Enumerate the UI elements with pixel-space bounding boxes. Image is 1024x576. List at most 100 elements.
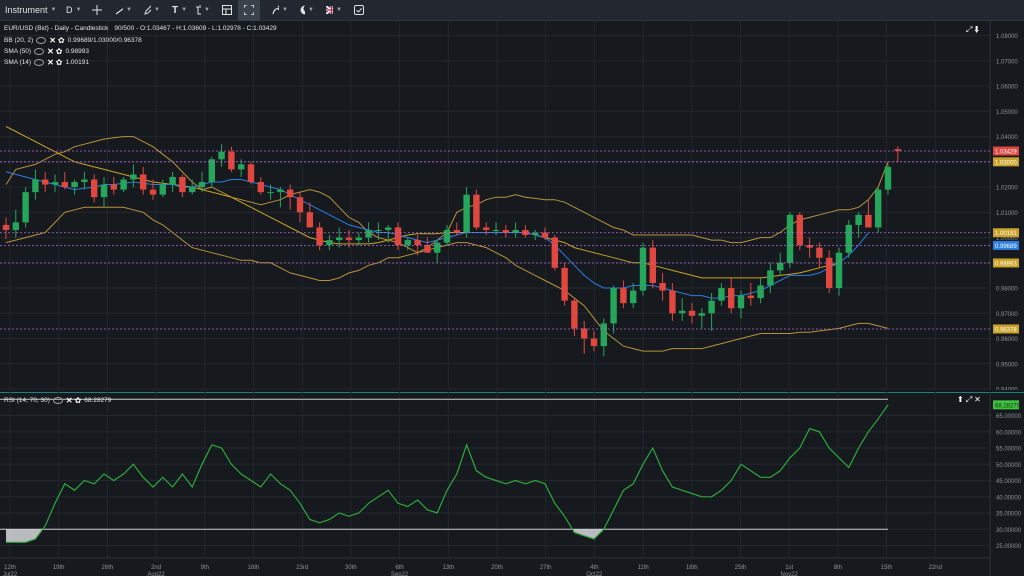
candle-body — [718, 288, 725, 301]
close-icon[interactable]: ✕ — [65, 396, 73, 405]
date-tick-label: 2nd — [151, 565, 161, 571]
instrument-label: Instrument — [5, 5, 48, 15]
date-tick-label: 15th — [881, 565, 893, 571]
language-menu[interactable]: ▼ — [320, 0, 348, 21]
candle-body — [669, 290, 676, 314]
candle-body — [541, 232, 549, 238]
candle-body — [2, 224, 10, 230]
date-tick-label: 16th — [248, 565, 260, 571]
main-pane-controls: ⤢⬇ — [966, 25, 981, 35]
candle-body — [835, 252, 843, 289]
maximize-pane-icon[interactable]: ⤢ — [965, 395, 975, 404]
price-label-text: 1.03429 — [995, 149, 1017, 155]
pencil-menu[interactable]: ▼ — [138, 0, 166, 21]
legend-bb-label: BB (20, 2) — [4, 37, 34, 44]
crosshair-icon — [92, 5, 102, 15]
date-tick-label: 22nd — [929, 565, 942, 571]
rsi-chart[interactable]: 65.00000 60.00000 55.00000 50.00000 45.00000… — [0, 392, 1024, 576]
price-chart[interactable]: 1.08000 1.07000 1.06000 1.05000 1.04000 1.030… — [0, 21, 1024, 390]
gear-icon[interactable]: ✿ — [55, 58, 63, 67]
instrument-menu[interactable]: Instrument ▼ — [0, 0, 60, 21]
eye-icon[interactable] — [34, 59, 45, 66]
price-label-badge — [993, 157, 1019, 167]
text-tool-menu[interactable]: T ▼ — [166, 0, 190, 21]
move-down-icon[interactable]: ⬇ — [974, 25, 982, 34]
candle-body — [71, 182, 78, 188]
month-tick-label: Jul22 — [3, 572, 18, 576]
candle-body — [81, 179, 88, 183]
timeframe-menu[interactable]: D ▼ — [60, 0, 86, 21]
price-label-text: 0.99689 — [995, 244, 1017, 250]
candle-body — [336, 237, 343, 241]
rsi-tick-label: 40.00000 — [996, 495, 1022, 501]
close-pane-icon[interactable]: ✕ — [974, 395, 983, 404]
candles — [2, 144, 901, 357]
candle-body — [110, 184, 117, 190]
date-tick-label: 23rd — [296, 565, 308, 571]
price-tick-label: 1.07000 — [996, 59, 1018, 65]
candle-body — [473, 194, 480, 228]
month-tick-label: Sep22 — [391, 572, 409, 576]
rsi-tick-label: 45.00000 — [996, 479, 1022, 485]
close-icon[interactable]: ✕ — [49, 36, 56, 45]
candle-body — [394, 227, 402, 246]
settings-button[interactable] — [348, 0, 370, 21]
legend-sma14-value: 1.00191 — [65, 59, 90, 66]
candle-body — [375, 229, 382, 231]
candle-body — [120, 179, 127, 190]
gear-icon[interactable]: ✿ — [55, 47, 63, 56]
candle-body — [659, 282, 666, 291]
candle-body — [639, 247, 647, 291]
move-up-icon[interactable]: ⬆ — [957, 395, 966, 404]
rsi-tick-label: 55.00000 — [996, 447, 1022, 453]
eye-icon[interactable] — [52, 397, 63, 404]
eye-icon[interactable] — [36, 37, 47, 44]
month-tick-label: Nov22 — [781, 572, 799, 576]
share-menu[interactable]: ▼ — [266, 0, 294, 21]
date-tick-label: 27th — [540, 565, 552, 571]
candle-body — [463, 194, 470, 233]
price-label-text: 0.98993 — [995, 261, 1017, 267]
candle-body — [698, 313, 705, 316]
price-label-text: 0.96378 — [995, 327, 1017, 333]
eye-icon[interactable] — [34, 48, 45, 55]
date-tick-label: 18th — [686, 565, 698, 571]
fullscreen-button[interactable] — [238, 0, 260, 21]
close-icon[interactable]: ✕ — [47, 58, 54, 67]
candle-body — [247, 164, 255, 183]
date-tick-label: 8th — [834, 565, 842, 571]
gear-icon[interactable]: ✿ — [57, 36, 65, 45]
layout-button[interactable] — [216, 0, 238, 21]
close-icon[interactable]: ✕ — [47, 47, 54, 56]
draw-line-menu[interactable]: ▼ — [110, 0, 138, 21]
candle-body — [238, 164, 245, 170]
month-tick-label: Aug22 — [147, 572, 165, 576]
theme-menu[interactable]: ▼ — [294, 0, 320, 21]
candle-body — [767, 270, 774, 286]
price-tick-label: 0.94000 — [996, 388, 1018, 391]
candle-body — [218, 151, 225, 160]
candle-body — [894, 149, 901, 151]
candle-body — [198, 182, 206, 188]
chevron-down-icon: ▼ — [181, 7, 188, 13]
candle-body — [32, 179, 39, 193]
chevron-down-icon: ▼ — [126, 7, 132, 13]
rsi-axis: 65.00000 60.00000 55.00000 50.00000 45.00000… — [993, 400, 1022, 550]
price-label-badge — [993, 240, 1019, 250]
price-tick-label: 0.95000 — [996, 362, 1018, 368]
rsi-tick-label: 30.00000 — [996, 528, 1022, 534]
candle-body — [12, 222, 19, 230]
maximize-pane-icon[interactable]: ⤢ — [966, 25, 975, 34]
price-label-badge — [993, 146, 1019, 156]
layout-icon — [222, 5, 232, 15]
delete-menu[interactable]: ▼ — [190, 0, 216, 21]
candle-body — [590, 338, 598, 347]
candle-body — [424, 245, 431, 253]
candle-body — [277, 189, 284, 193]
crosshair-button[interactable] — [86, 0, 110, 21]
rsi-tick-label: 25.00000 — [996, 544, 1022, 550]
candle-body — [551, 237, 558, 268]
gear-icon[interactable]: ✿ — [74, 396, 82, 405]
candle-body — [492, 229, 500, 231]
candle-body — [140, 174, 147, 190]
